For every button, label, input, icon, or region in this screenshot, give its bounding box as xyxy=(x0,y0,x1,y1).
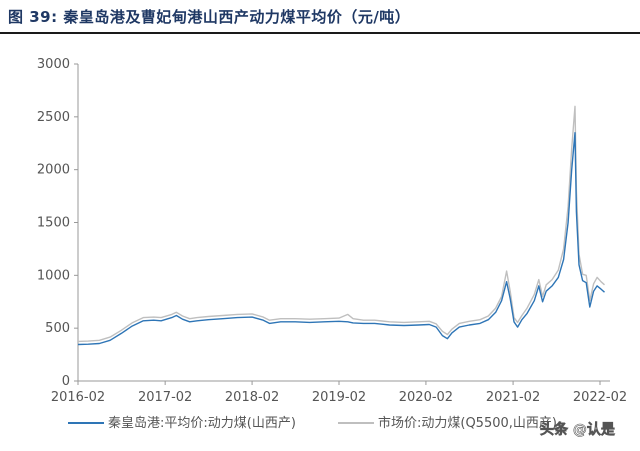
figure-title: 图 39: 秦皇岛港及曹妃甸港山西产动力煤平均价（元/吨） xyxy=(8,8,411,26)
y-tick-label: 2000 xyxy=(37,163,70,178)
legend-label: 市场价:动力煤(Q5500,山西产) xyxy=(378,415,557,431)
x-tick-label: 2018-02 xyxy=(225,390,279,405)
y-tick-label: 2500 xyxy=(37,110,70,125)
series-line xyxy=(77,105,605,343)
x-tick-label: 2017-02 xyxy=(138,390,192,405)
y-tick-label: 0 xyxy=(62,374,70,389)
chart-svg: 0 500 1000 1500 2000 2500 3000 2016-02 2017-02 20… xyxy=(37,57,627,438)
series-layer xyxy=(77,105,605,346)
x-tick-label: 2016-02 xyxy=(51,390,105,405)
series-line xyxy=(77,131,605,346)
y-tick-label: 1500 xyxy=(37,216,70,231)
legend: 秦皇岛港:平均价:动力煤(山西产) 市场价:动力煤(Q5500,山西产) xyxy=(68,415,557,431)
x-tick-label: 2019-02 xyxy=(312,390,366,405)
x-tick-label: 2021-02 xyxy=(486,390,540,405)
x-tick-label: 2022-02 xyxy=(573,390,627,405)
legend-label: 秦皇岛港:平均价:动力煤(山西产) xyxy=(108,415,296,431)
y-tick-label: 3000 xyxy=(37,57,70,72)
y-tick-label: 500 xyxy=(45,321,70,336)
watermark: 头条 @认是 xyxy=(540,421,616,438)
x-tick-label: 2020-02 xyxy=(399,390,453,405)
axes-layer: 0 500 1000 1500 2000 2500 3000 2016-02 2017-02 20… xyxy=(37,57,627,405)
y-tick-label: 1000 xyxy=(37,268,70,283)
figure-title-bar: 图 39: 秦皇岛港及曹妃甸港山西产动力煤平均价（元/吨） xyxy=(0,0,640,34)
